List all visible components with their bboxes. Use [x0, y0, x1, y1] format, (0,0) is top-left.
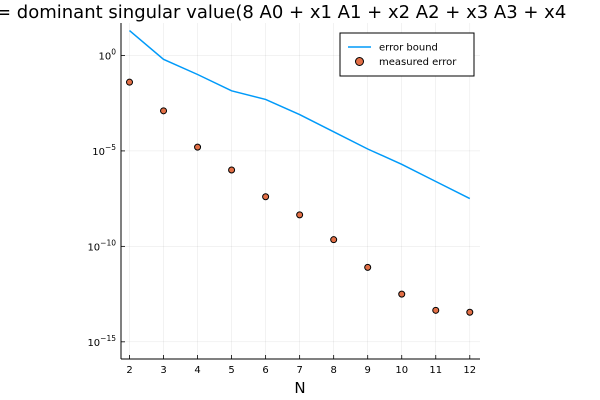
data-point-measured-error	[432, 306, 440, 314]
legend: error bound measured error	[339, 32, 475, 77]
data-point-measured-error	[194, 143, 202, 151]
grid	[121, 23, 480, 359]
x-tick-label: 5	[228, 365, 234, 376]
y-tick-label: 10−15	[87, 334, 116, 349]
y-tick-label: 100	[98, 47, 116, 62]
x-tick-label: 9	[365, 365, 371, 376]
y-tick-label: 10−10	[87, 238, 116, 253]
data-point-measured-error	[262, 193, 270, 201]
axes: 2 3 4 5 6 7 8 9 10 11 12 100 10−5 10−10 10−15	[87, 23, 480, 376]
x-tick-label: 10	[395, 365, 408, 376]
data-point-measured-error	[364, 263, 372, 271]
data-point-measured-error	[228, 166, 236, 174]
series-layer	[126, 30, 474, 316]
x-tick-label: 2	[126, 365, 132, 376]
x-tick-label: 7	[296, 365, 302, 376]
data-point-measured-error	[296, 211, 304, 219]
y-tick-label: 10−5	[92, 143, 116, 158]
x-tick-label: 12	[463, 365, 476, 376]
data-point-measured-error	[126, 78, 134, 86]
x-tick-label: 8	[330, 365, 336, 376]
data-point-measured-error	[398, 290, 406, 298]
x-tick-label: 4	[194, 365, 200, 376]
data-point-measured-error	[466, 308, 474, 316]
legend-entry-label: measured error	[379, 57, 457, 68]
series-line-error-bound	[129, 30, 471, 200]
x-tick-label: 6	[262, 365, 268, 376]
data-point-measured-error	[330, 236, 338, 244]
x-axis-label: N	[294, 379, 305, 397]
chart-title: = dominant singular value(8 A0 + x1 A1 +…	[0, 2, 566, 23]
x-tick-label: 3	[160, 365, 166, 376]
legend-entry-label: error bound	[379, 43, 438, 54]
legend-box	[339, 32, 475, 77]
data-point-measured-error	[160, 107, 168, 115]
legend-swatch-marker	[355, 57, 364, 66]
x-tick-label: 11	[429, 365, 442, 376]
